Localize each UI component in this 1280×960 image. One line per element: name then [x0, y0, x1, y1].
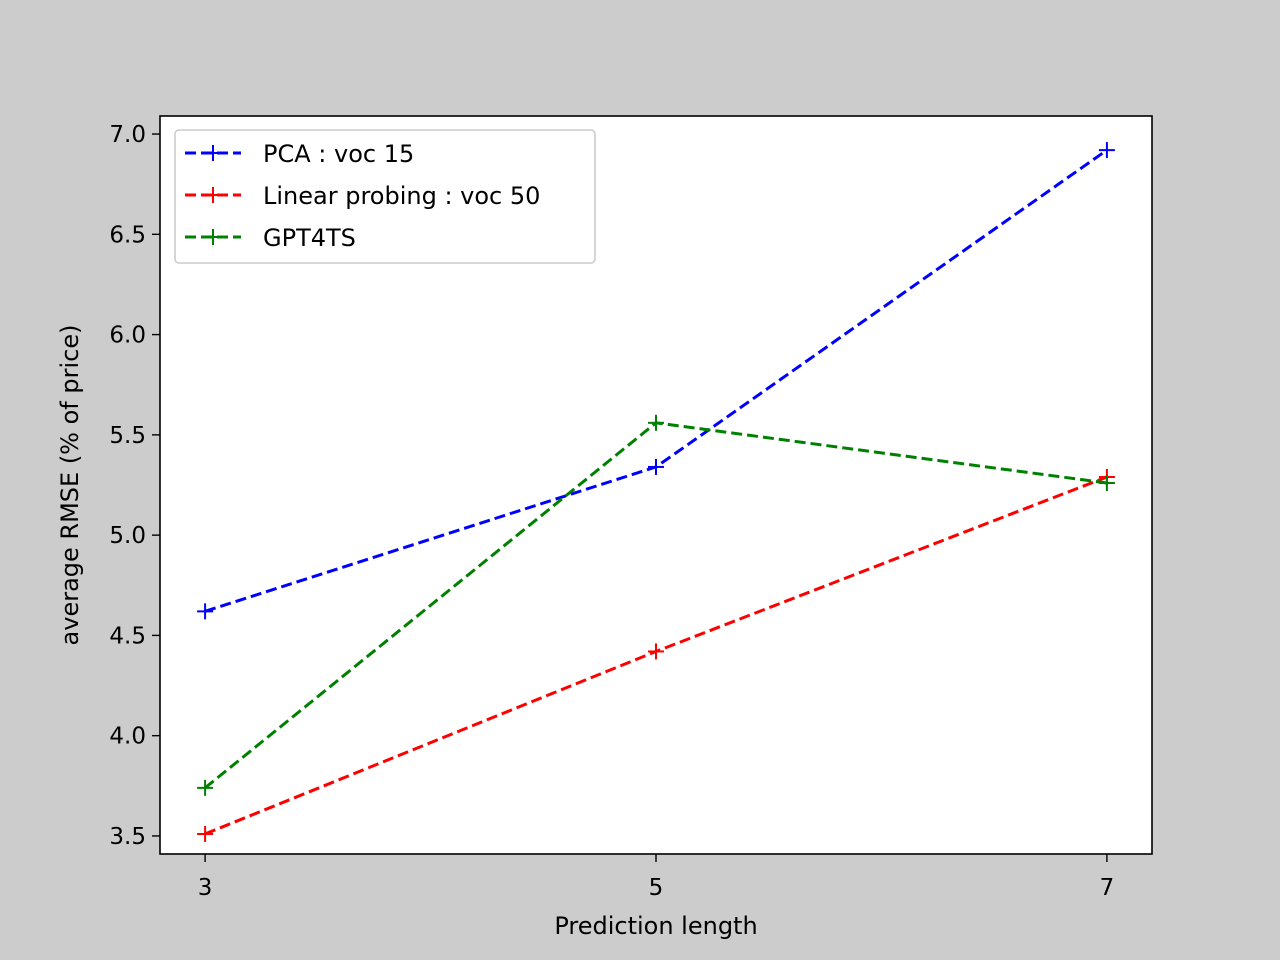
y-tick-label: 7.0: [109, 122, 146, 148]
legend: PCA : voc 15 Linear probing : voc 50 GPT4T…: [174, 129, 596, 264]
x-tick-label: 3: [198, 875, 213, 901]
legend-label: Linear probing : voc 50: [263, 182, 540, 210]
data-point-gpt4ts: [648, 414, 664, 431]
x-tick-label: 7: [1100, 875, 1115, 901]
y-tick-label: 6.5: [109, 222, 146, 248]
data-point-linear-probing-voc-50: [648, 643, 664, 660]
legend-item: GPT4TS: [185, 224, 356, 252]
data-point-pca-voc-15: [197, 603, 214, 620]
y-axis-label: average RMSE (% of price): [56, 325, 84, 646]
y-tick-label: 4.5: [109, 623, 146, 649]
x-axis: 3 5 7: [198, 854, 1114, 901]
data-point-pca-voc-15: [1098, 142, 1115, 159]
legend-box: [174, 129, 596, 264]
series-layer: [197, 142, 1115, 842]
data-point-gpt4ts: [197, 779, 214, 796]
legend-label: PCA : voc 15: [263, 140, 414, 168]
x-axis-label: Prediction length: [554, 912, 757, 940]
data-point-gpt4ts: [1098, 474, 1115, 491]
y-axis: 3.5 4.0 4.5 5.0 5.5 6.0 6.5 7.0: [109, 122, 160, 850]
y-tick-label: 5.0: [109, 523, 146, 549]
data-point-linear-probing-voc-50: [197, 825, 214, 842]
legend-item: PCA : voc 15: [185, 140, 414, 168]
y-tick-label: 3.5: [109, 824, 146, 850]
x-tick-label: 5: [649, 875, 664, 901]
y-tick-label: 5.5: [109, 423, 146, 449]
legend-item: Linear probing : voc 50: [185, 182, 540, 210]
data-point-pca-voc-15: [648, 458, 664, 475]
y-tick-label: 4.0: [109, 724, 146, 750]
legend-label: GPT4TS: [263, 224, 356, 252]
y-tick-label: 6.0: [109, 323, 146, 349]
